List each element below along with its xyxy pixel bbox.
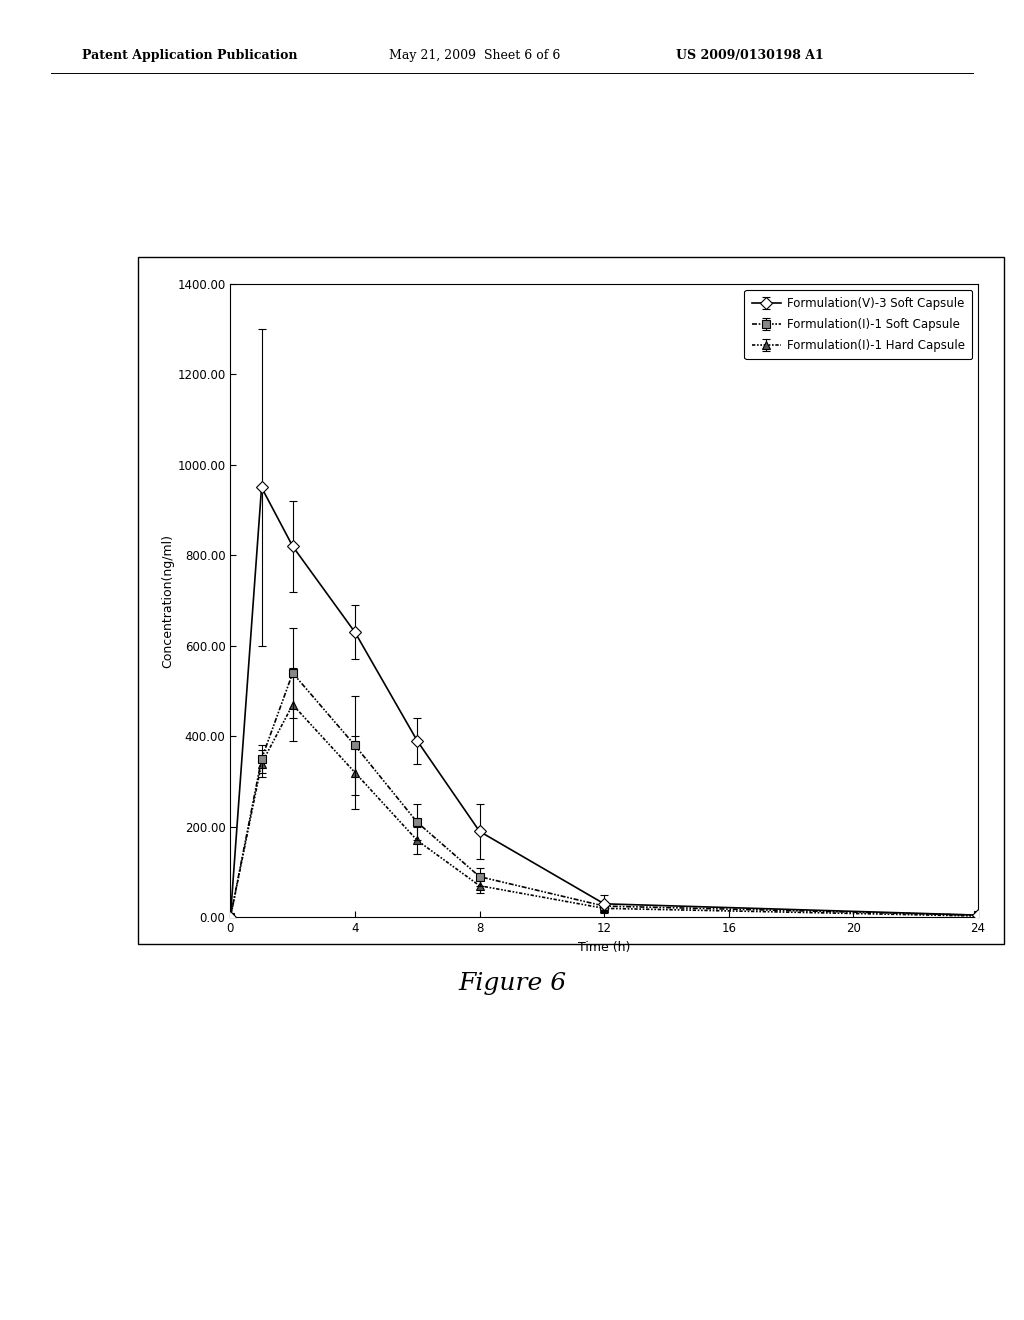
Y-axis label: Concentration(ng/ml): Concentration(ng/ml) [162,533,174,668]
X-axis label: Time (h): Time (h) [578,941,631,954]
Legend: Formulation(V)-3 Soft Capsule, Formulation(I)-1 Soft Capsule, Formulation(I)-1 H: Formulation(V)-3 Soft Capsule, Formulati… [744,289,972,359]
Text: Patent Application Publication: Patent Application Publication [82,49,297,62]
Text: May 21, 2009  Sheet 6 of 6: May 21, 2009 Sheet 6 of 6 [389,49,560,62]
Text: US 2009/0130198 A1: US 2009/0130198 A1 [676,49,823,62]
Text: Figure 6: Figure 6 [458,972,566,995]
